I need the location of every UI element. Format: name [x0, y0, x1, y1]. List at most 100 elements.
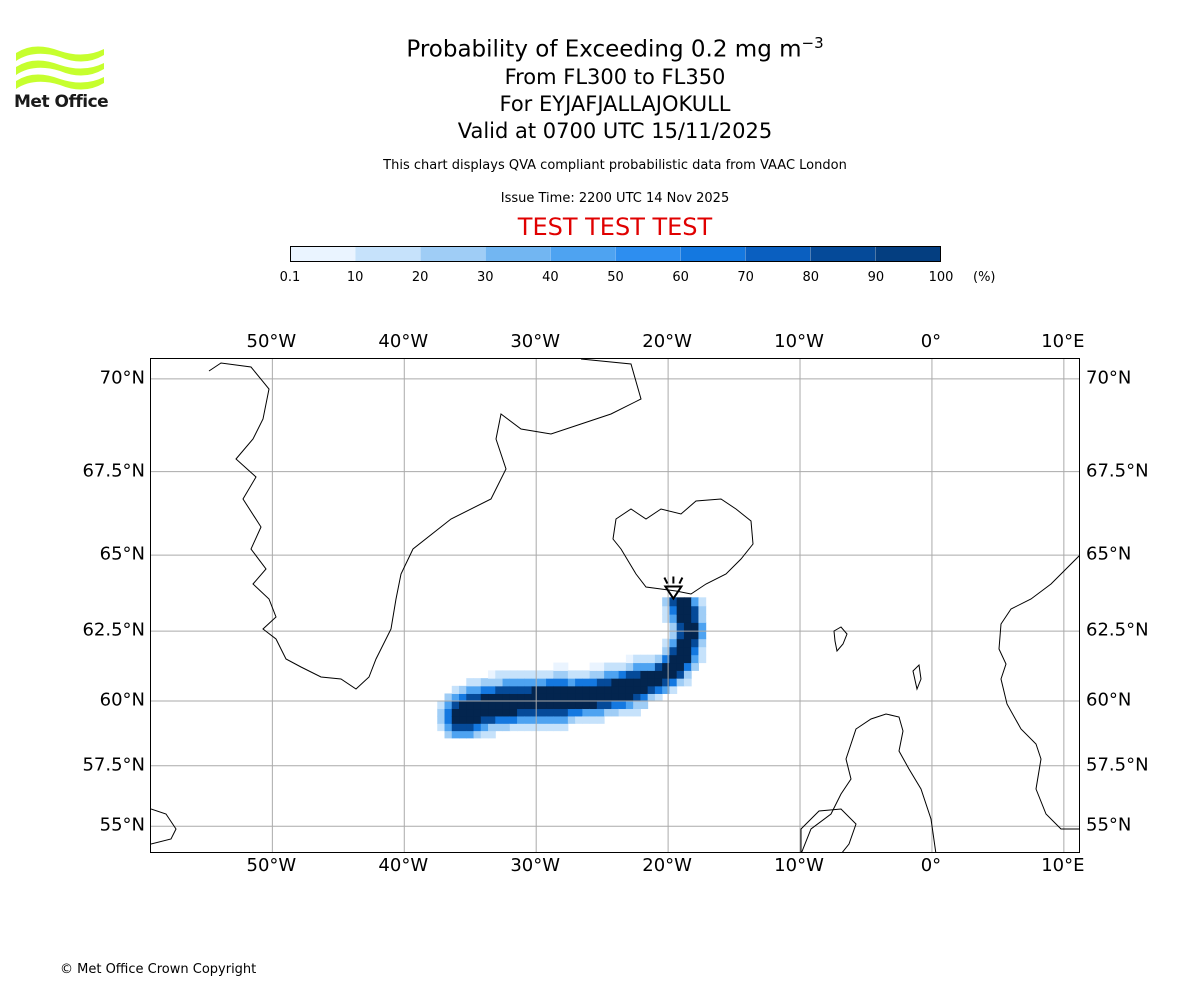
plume-cell: [647, 693, 656, 702]
plume-cell: [654, 685, 663, 694]
plume-cell: [676, 662, 685, 671]
colorbar-label: 40: [542, 270, 559, 285]
lat-tick-label-right: 62.5°N: [1086, 619, 1149, 641]
plume-cell: [633, 685, 641, 694]
plume-cell: [676, 630, 685, 640]
plume-cell: [611, 670, 620, 679]
plume-cell: [560, 723, 569, 732]
plume-cell: [567, 685, 576, 694]
plume-cell: [459, 730, 467, 739]
plume-cell: [546, 715, 554, 724]
plume-cell: [488, 730, 496, 739]
graticule: [151, 359, 1079, 852]
plume-cell: [669, 670, 678, 679]
plume-cell: [466, 730, 475, 739]
plume-cell: [473, 701, 482, 710]
plume-cell: [531, 715, 540, 724]
plume-cell: [480, 701, 489, 710]
colorbar-label: 50: [607, 270, 624, 285]
plume-cell: [524, 685, 533, 694]
plume-cell: [575, 708, 583, 717]
plume-cell: [589, 678, 598, 687]
plume-cell: [618, 678, 627, 687]
plume-cell: [546, 708, 554, 717]
plume-cell: [633, 693, 641, 702]
colorbar-label: 20: [411, 270, 429, 285]
plume-cell: [444, 723, 453, 732]
plume-cell: [669, 678, 678, 687]
plume-cell: [618, 670, 627, 679]
lat-tick-label-right: 67.5°N: [1086, 460, 1149, 482]
colorbar-label: 60: [672, 270, 689, 285]
chart-title: Probability of Exceeding 0.2 mg m−3: [406, 34, 824, 63]
plume-cell: [640, 693, 649, 702]
plume-cell: [473, 678, 482, 687]
plume-cell: [495, 685, 504, 694]
colorbar-segment: [291, 247, 355, 261]
shetland-coast: [912, 663, 922, 691]
plume-cell: [502, 693, 511, 702]
plume-cell: [517, 685, 525, 694]
plume-cell: [444, 715, 453, 724]
norway-coast: [998, 555, 1079, 830]
lat-tick-label-right: 57.5°N: [1086, 754, 1149, 776]
plume-cell: [654, 693, 663, 702]
coastlines: [151, 359, 1079, 852]
plume-cell: [691, 630, 699, 640]
plume-cell: [488, 701, 496, 710]
plume-cell: [662, 654, 670, 664]
plume-cell: [451, 708, 460, 717]
plume-cell: [531, 670, 540, 679]
plume-cell: [633, 701, 641, 710]
plume-cell: [553, 678, 562, 687]
plume-cell: [582, 708, 591, 717]
plume-cell: [683, 614, 692, 623]
plume-cell: [509, 678, 518, 687]
plume-cell: [575, 678, 583, 687]
plume-cell: [473, 693, 482, 702]
plume-cell: [669, 630, 678, 640]
plume-cell: [546, 670, 554, 679]
plume-cell: [466, 685, 475, 694]
plume-cell: [509, 685, 518, 694]
plume-cell: [669, 654, 678, 664]
colorbar-segment: [680, 247, 745, 261]
plume-cell: [466, 693, 475, 702]
plume-cell: [495, 670, 504, 679]
lat-tick-label-left: 70°N: [99, 367, 145, 389]
scotland-coast: [801, 713, 937, 852]
plume-cell: [509, 708, 518, 717]
plume-cell: [517, 715, 525, 724]
plume-cell: [604, 685, 612, 694]
plume-cell: [473, 730, 482, 739]
plume-cell: [502, 708, 511, 717]
plume-cell: [683, 646, 692, 656]
plume-cell: [618, 701, 627, 710]
plume-cell: [698, 605, 707, 615]
colorbar-label: 70: [737, 270, 754, 285]
plume-cell: [596, 678, 605, 687]
plume-cell: [625, 678, 634, 687]
plume-cell: [596, 685, 605, 694]
lat-tick-label-left: 55°N: [99, 814, 145, 836]
plume-cell: [459, 701, 467, 710]
copyright: © Met Office Crown Copyright: [60, 962, 257, 977]
plume-cell: [575, 670, 583, 679]
plume-cell: [698, 646, 707, 656]
plume-cell: [538, 723, 547, 732]
plume-cell: [560, 715, 569, 724]
plume-cell: [633, 662, 641, 671]
plume-cell: [698, 597, 707, 607]
plume-cell: [625, 693, 634, 702]
plume-cell: [654, 670, 663, 679]
plume-cell: [488, 715, 496, 724]
plume-cell: [575, 693, 583, 702]
plume-cell: [669, 614, 678, 623]
plume-cell: [488, 693, 496, 702]
plume-cell: [669, 638, 678, 648]
qva-note: This chart displays QVA compliant probab…: [383, 158, 847, 173]
plume-cell: [517, 701, 525, 710]
plume-cell: [683, 605, 692, 615]
lon-tick-label-bottom: 10°W: [774, 855, 824, 876]
plume-cell: [451, 685, 460, 694]
